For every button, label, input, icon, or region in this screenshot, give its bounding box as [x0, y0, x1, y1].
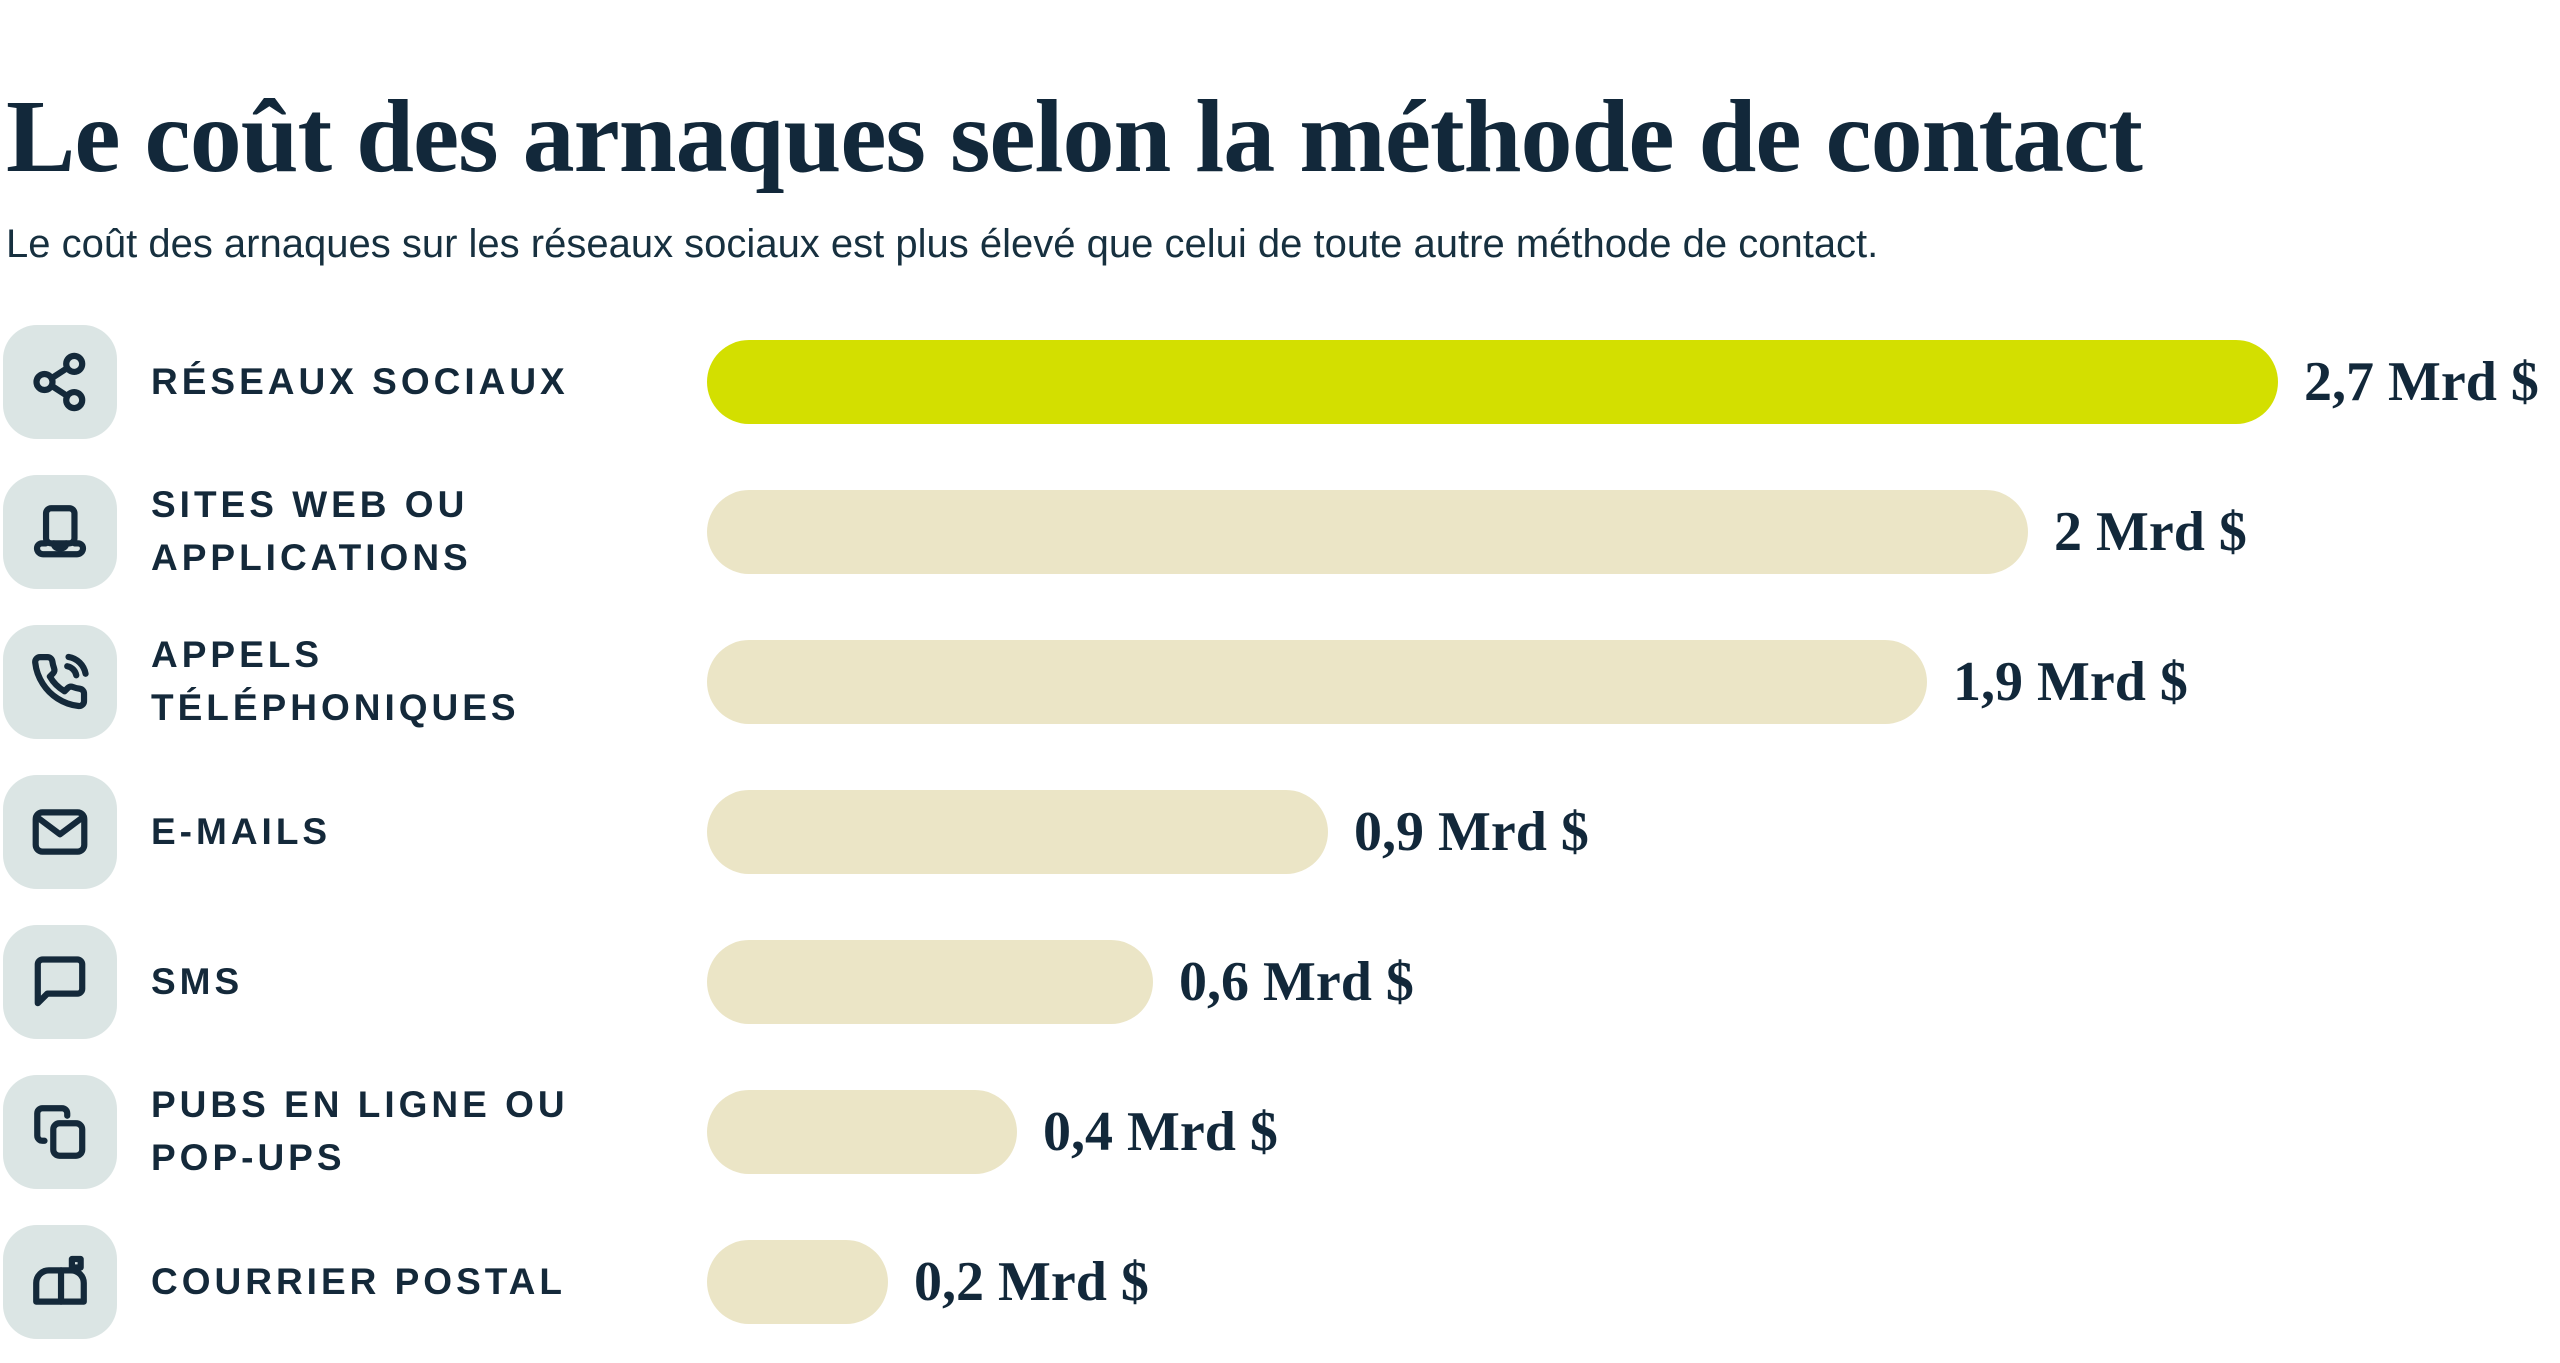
category-label: SMS: [151, 960, 244, 1002]
category-label: SITES WEB OU APPLICATIONS: [151, 484, 472, 578]
bar: [707, 340, 2278, 424]
category-label: APPELS TÉLÉPHONIQUES: [151, 634, 520, 728]
laptop-icon: [33, 505, 87, 558]
mailbox-icon: [33, 1255, 87, 1305]
category-label: E-MAILS: [151, 810, 332, 852]
icon-tile: [3, 775, 117, 889]
icon-tile: [3, 475, 117, 589]
value-label: 2,7 Mrd $: [2304, 351, 2539, 413]
chart-row-courrier: COURRIER POSTAL 0,2 Mrd $: [0, 1207, 2560, 1357]
category-label: COURRIER POSTAL: [151, 1260, 566, 1302]
category-label: RÉSEAUX SOCIAUX: [151, 360, 569, 402]
page-subtitle: Le coût des arnaques sur les réseaux soc…: [6, 222, 1879, 266]
chart-row-pubs: PUBS EN LIGNE OU POP-UPS 0,4 Mrd $: [0, 1057, 2560, 1207]
bar: [707, 1090, 1017, 1174]
bar-track: 2 Mrd $: [707, 457, 2560, 607]
bar: [707, 490, 2028, 574]
value-label: 0,9 Mrd $: [1354, 801, 1589, 863]
bar-chart: RÉSEAUX SOCIAUX 2,7 Mrd $ SITES WEB OU A…: [0, 307, 2560, 1357]
value-label: 0,4 Mrd $: [1043, 1101, 1278, 1163]
bar-track: 1,9 Mrd $: [707, 607, 2560, 757]
phone-call-icon: [32, 653, 89, 710]
chart-row-sites-web: SITES WEB OU APPLICATIONS 2 Mrd $: [0, 457, 2560, 607]
bar-track: 2,7 Mrd $: [707, 307, 2560, 457]
value-label: 0,6 Mrd $: [1179, 951, 1414, 1013]
chart-row-reseaux-sociaux: RÉSEAUX SOCIAUX 2,7 Mrd $: [0, 307, 2560, 457]
bar: [707, 640, 1927, 724]
mail-icon: [32, 809, 88, 855]
chart-row-emails: E-MAILS 0,9 Mrd $: [0, 757, 2560, 907]
icon-tile: [3, 625, 117, 739]
bar-track: 0,9 Mrd $: [707, 757, 2560, 907]
page-title: Le coût des arnaques selon la méthode de…: [6, 78, 2143, 194]
icon-tile: [3, 325, 117, 439]
bar-track: 0,2 Mrd $: [707, 1207, 2560, 1357]
bar: [707, 1240, 888, 1324]
icon-tile: [3, 1225, 117, 1339]
category-label: PUBS EN LIGNE OU POP-UPS: [151, 1084, 569, 1178]
chart-row-appels: APPELS TÉLÉPHONIQUES 1,9 Mrd $: [0, 607, 2560, 757]
bar: [707, 790, 1328, 874]
icon-tile: [3, 925, 117, 1039]
bar: [707, 940, 1153, 1024]
icon-tile: [3, 1075, 117, 1189]
share-icon: [33, 352, 86, 412]
value-label: 1,9 Mrd $: [1953, 651, 2188, 713]
bar-track: 0,6 Mrd $: [707, 907, 2560, 1057]
bar-track: 0,4 Mrd $: [707, 1057, 2560, 1207]
chart-row-sms: SMS 0,6 Mrd $: [0, 907, 2560, 1057]
value-label: 2 Mrd $: [2054, 501, 2247, 563]
value-label: 0,2 Mrd $: [914, 1251, 1149, 1313]
popup-windows-icon: [34, 1105, 86, 1159]
message-bubble-icon: [34, 956, 86, 1007]
